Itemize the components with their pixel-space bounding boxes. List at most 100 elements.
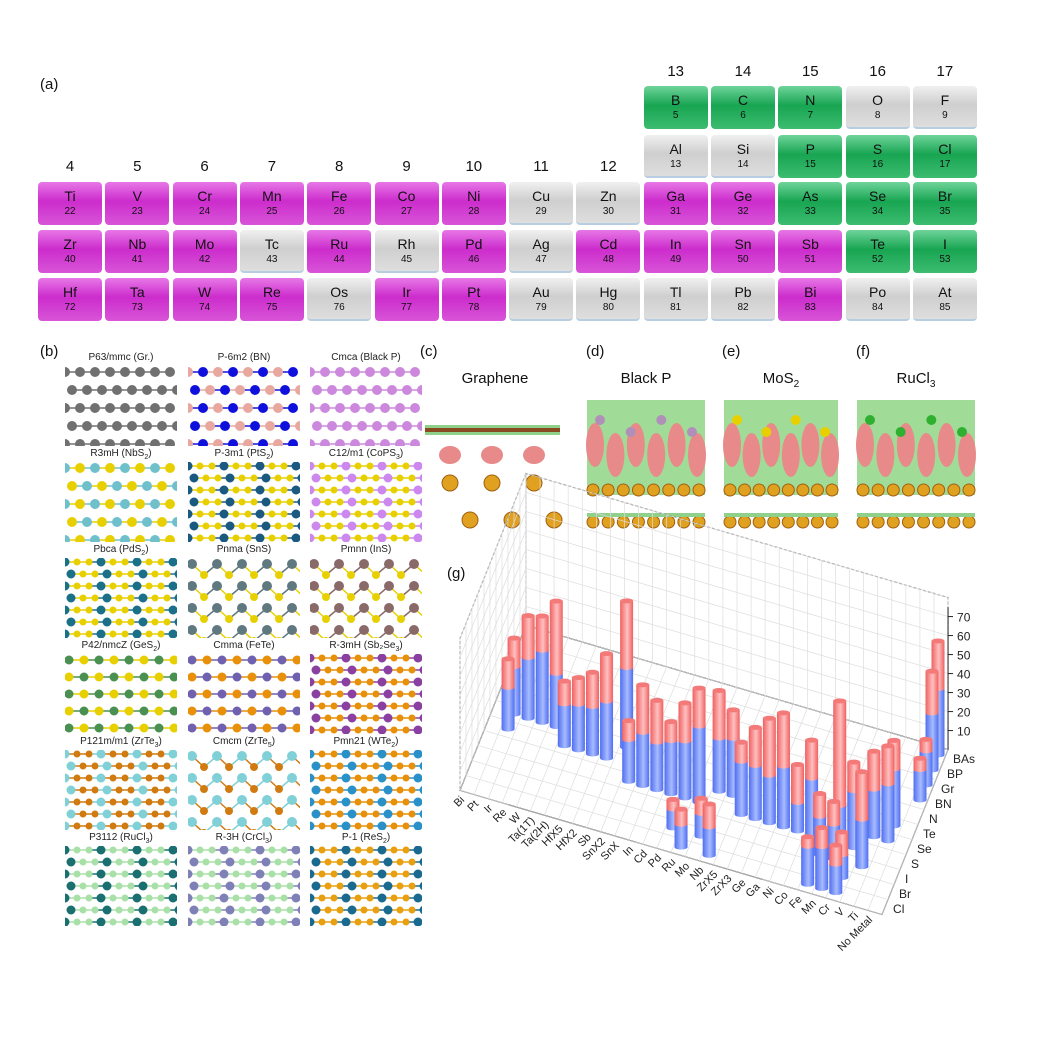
bar-segment-blue bbox=[557, 703, 571, 746]
atom bbox=[243, 403, 253, 413]
atom bbox=[390, 534, 398, 542]
atom bbox=[377, 869, 387, 879]
atom bbox=[157, 582, 165, 590]
bar-segment-blue bbox=[501, 687, 515, 730]
atom bbox=[96, 558, 106, 567]
atom bbox=[127, 517, 137, 527]
atom bbox=[212, 751, 222, 761]
atom bbox=[390, 918, 398, 926]
bar-segment-blue bbox=[867, 789, 881, 837]
atom bbox=[372, 522, 380, 530]
atom bbox=[124, 672, 134, 682]
bar-Mn-Cl bbox=[815, 825, 829, 891]
atom bbox=[383, 473, 393, 483]
element-cell-Ir: Ir 77 bbox=[374, 278, 439, 321]
atom bbox=[196, 534, 204, 542]
atom bbox=[97, 421, 107, 431]
atom bbox=[354, 678, 362, 686]
element-cell-Ni: Ni 28 bbox=[441, 182, 506, 225]
bar-segment-pink-bottom bbox=[791, 800, 805, 806]
atom bbox=[322, 615, 330, 623]
atom bbox=[247, 655, 257, 665]
atom bbox=[318, 462, 326, 470]
group-number: 11 bbox=[533, 158, 549, 175]
atom bbox=[121, 774, 129, 782]
atom bbox=[318, 678, 326, 686]
atom bbox=[347, 785, 357, 795]
bar-Ta(2H)-Se bbox=[571, 675, 585, 753]
bar-segment-pink bbox=[805, 740, 819, 779]
atom bbox=[172, 517, 177, 527]
atom bbox=[261, 521, 271, 531]
atom bbox=[73, 582, 81, 590]
atom bbox=[120, 439, 130, 446]
bar-segment-blue bbox=[521, 657, 535, 719]
atom bbox=[336, 882, 344, 890]
atom bbox=[73, 918, 81, 926]
bar-segment-blue-bottom bbox=[678, 795, 692, 801]
atom bbox=[196, 510, 204, 518]
atom bbox=[390, 894, 398, 902]
element-symbol: Si bbox=[736, 141, 750, 157]
atom bbox=[262, 655, 272, 665]
atom bbox=[243, 439, 253, 446]
atom bbox=[310, 603, 319, 613]
atom bbox=[225, 521, 235, 531]
bar-top bbox=[664, 719, 678, 725]
atom bbox=[341, 533, 351, 542]
bar-Re-Te bbox=[535, 613, 549, 725]
atom bbox=[310, 439, 315, 446]
atomic-number: 85 bbox=[939, 302, 951, 313]
bar-top bbox=[919, 736, 933, 742]
bar-Ni-S bbox=[791, 762, 805, 834]
atom bbox=[228, 403, 238, 413]
atom bbox=[347, 615, 355, 623]
bar-segment-pink-bottom bbox=[855, 816, 869, 822]
group-number: 9 bbox=[402, 158, 411, 175]
atom bbox=[311, 665, 321, 675]
atom bbox=[383, 881, 393, 891]
atom bbox=[413, 462, 422, 471]
atom bbox=[250, 571, 258, 579]
bar-segment-pink-bottom bbox=[925, 710, 939, 716]
atom bbox=[85, 846, 93, 854]
atom bbox=[73, 870, 81, 878]
atom bbox=[341, 509, 351, 519]
bar-segment-blue-bottom bbox=[674, 844, 688, 850]
gridline bbox=[525, 625, 949, 750]
atom bbox=[213, 439, 223, 446]
element-cell-Mo: Mo 42 bbox=[172, 230, 237, 273]
structure-label: Pmnn (InS) bbox=[340, 544, 392, 555]
atom bbox=[383, 521, 393, 531]
atom bbox=[174, 857, 177, 867]
atom bbox=[65, 535, 70, 542]
atom bbox=[324, 474, 332, 482]
atom bbox=[318, 702, 326, 710]
atom bbox=[408, 498, 416, 506]
atom bbox=[244, 918, 252, 926]
structure-label: P-6m2 (BN) bbox=[217, 352, 271, 363]
element-cell-Al: Al 13 bbox=[643, 135, 708, 178]
atom bbox=[292, 723, 300, 733]
x-tick-label: Ga bbox=[744, 880, 763, 899]
atom bbox=[275, 615, 283, 623]
atom bbox=[121, 846, 129, 854]
atom bbox=[132, 893, 142, 903]
atom bbox=[354, 750, 362, 758]
atom bbox=[138, 761, 148, 771]
bar-segment-pink-bottom bbox=[664, 738, 678, 744]
atom bbox=[96, 581, 106, 591]
atom bbox=[277, 655, 287, 665]
atom bbox=[286, 522, 294, 530]
atom bbox=[390, 486, 398, 494]
crystal-structure-image bbox=[188, 559, 300, 638]
atom bbox=[217, 689, 227, 699]
atom bbox=[232, 486, 240, 494]
atom bbox=[292, 672, 300, 682]
atom bbox=[347, 881, 357, 891]
atom bbox=[277, 689, 287, 699]
bar-segment-pink-bottom bbox=[585, 703, 599, 709]
atom bbox=[419, 881, 422, 891]
bar-V-I bbox=[855, 769, 869, 870]
